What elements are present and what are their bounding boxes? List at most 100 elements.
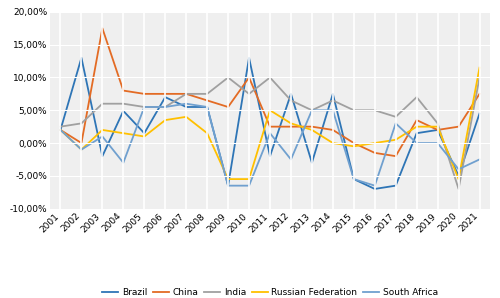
China xyxy=(476,92,482,96)
China xyxy=(162,92,168,96)
Brazil xyxy=(162,95,168,99)
China xyxy=(120,89,126,92)
South Africa xyxy=(204,105,210,109)
Brazil xyxy=(120,109,126,113)
India xyxy=(100,102,105,105)
Brazil xyxy=(225,184,231,187)
Russian Federation xyxy=(78,148,84,151)
South Africa xyxy=(351,177,357,181)
India xyxy=(309,108,315,112)
South Africa xyxy=(434,141,440,145)
Russian Federation xyxy=(309,128,315,132)
Russian Federation xyxy=(204,131,210,135)
Brazil xyxy=(142,131,148,135)
Brazil xyxy=(392,184,398,187)
Russian Federation xyxy=(183,115,189,119)
South Africa xyxy=(476,158,482,161)
South Africa xyxy=(414,141,420,145)
China xyxy=(225,105,231,109)
Russian Federation xyxy=(120,131,126,135)
India xyxy=(434,122,440,125)
Brazil xyxy=(100,154,105,158)
Brazil xyxy=(78,56,84,60)
Brazil xyxy=(434,128,440,132)
Line: China: China xyxy=(60,28,480,156)
Brazil xyxy=(183,105,189,109)
Russian Federation xyxy=(288,122,294,125)
Line: Russian Federation: Russian Federation xyxy=(60,68,480,179)
China xyxy=(351,141,357,145)
Line: India: India xyxy=(60,77,480,189)
Brazil xyxy=(414,131,420,135)
South Africa xyxy=(330,108,336,112)
China xyxy=(456,125,462,128)
Brazil xyxy=(204,105,210,109)
Russian Federation xyxy=(225,177,231,181)
China xyxy=(78,141,84,145)
Brazil xyxy=(246,56,252,60)
India xyxy=(372,108,378,112)
Russian Federation xyxy=(267,108,273,112)
Brazil xyxy=(309,161,315,164)
Russian Federation xyxy=(58,128,64,132)
China xyxy=(58,128,64,132)
India xyxy=(162,105,168,109)
India xyxy=(392,115,398,119)
India xyxy=(225,76,231,79)
Russian Federation xyxy=(351,145,357,148)
China xyxy=(246,76,252,79)
Brazil xyxy=(351,177,357,181)
India xyxy=(78,122,84,125)
China xyxy=(204,99,210,102)
India xyxy=(476,76,482,79)
Russian Federation xyxy=(162,118,168,122)
China xyxy=(434,128,440,132)
China xyxy=(309,125,315,128)
India xyxy=(204,92,210,96)
Russian Federation xyxy=(392,138,398,142)
India xyxy=(288,99,294,102)
South Africa xyxy=(392,122,398,125)
South Africa xyxy=(246,184,252,187)
South Africa xyxy=(456,167,462,171)
India xyxy=(142,105,148,109)
India xyxy=(330,99,336,102)
Russian Federation xyxy=(414,125,420,128)
Brazil xyxy=(476,112,482,115)
South Africa xyxy=(183,102,189,105)
Line: South Africa: South Africa xyxy=(60,104,480,186)
Russian Federation xyxy=(372,141,378,145)
South Africa xyxy=(162,105,168,109)
South Africa xyxy=(142,105,148,109)
India xyxy=(351,108,357,112)
South Africa xyxy=(309,108,315,112)
China xyxy=(183,92,189,96)
South Africa xyxy=(58,128,64,132)
India xyxy=(183,92,189,96)
Brazil xyxy=(456,174,462,178)
Russian Federation xyxy=(456,177,462,181)
China xyxy=(414,118,420,122)
India xyxy=(58,125,64,128)
South Africa xyxy=(78,148,84,151)
South Africa xyxy=(120,161,126,164)
China xyxy=(100,27,105,30)
Brazil xyxy=(288,92,294,96)
South Africa xyxy=(288,158,294,161)
China xyxy=(330,128,336,132)
India xyxy=(267,76,273,79)
Brazil xyxy=(330,92,336,96)
China xyxy=(392,154,398,158)
Brazil xyxy=(372,187,378,191)
India xyxy=(456,187,462,191)
Russian Federation xyxy=(330,141,336,145)
Russian Federation xyxy=(246,177,252,181)
South Africa xyxy=(225,184,231,187)
Russian Federation xyxy=(142,135,148,138)
Line: Brazil: Brazil xyxy=(60,58,480,189)
South Africa xyxy=(372,184,378,187)
Brazil xyxy=(267,154,273,158)
Legend: Brazil, China, India, Russian Federation, South Africa: Brazil, China, India, Russian Federation… xyxy=(102,288,438,297)
India xyxy=(120,102,126,105)
South Africa xyxy=(267,131,273,135)
